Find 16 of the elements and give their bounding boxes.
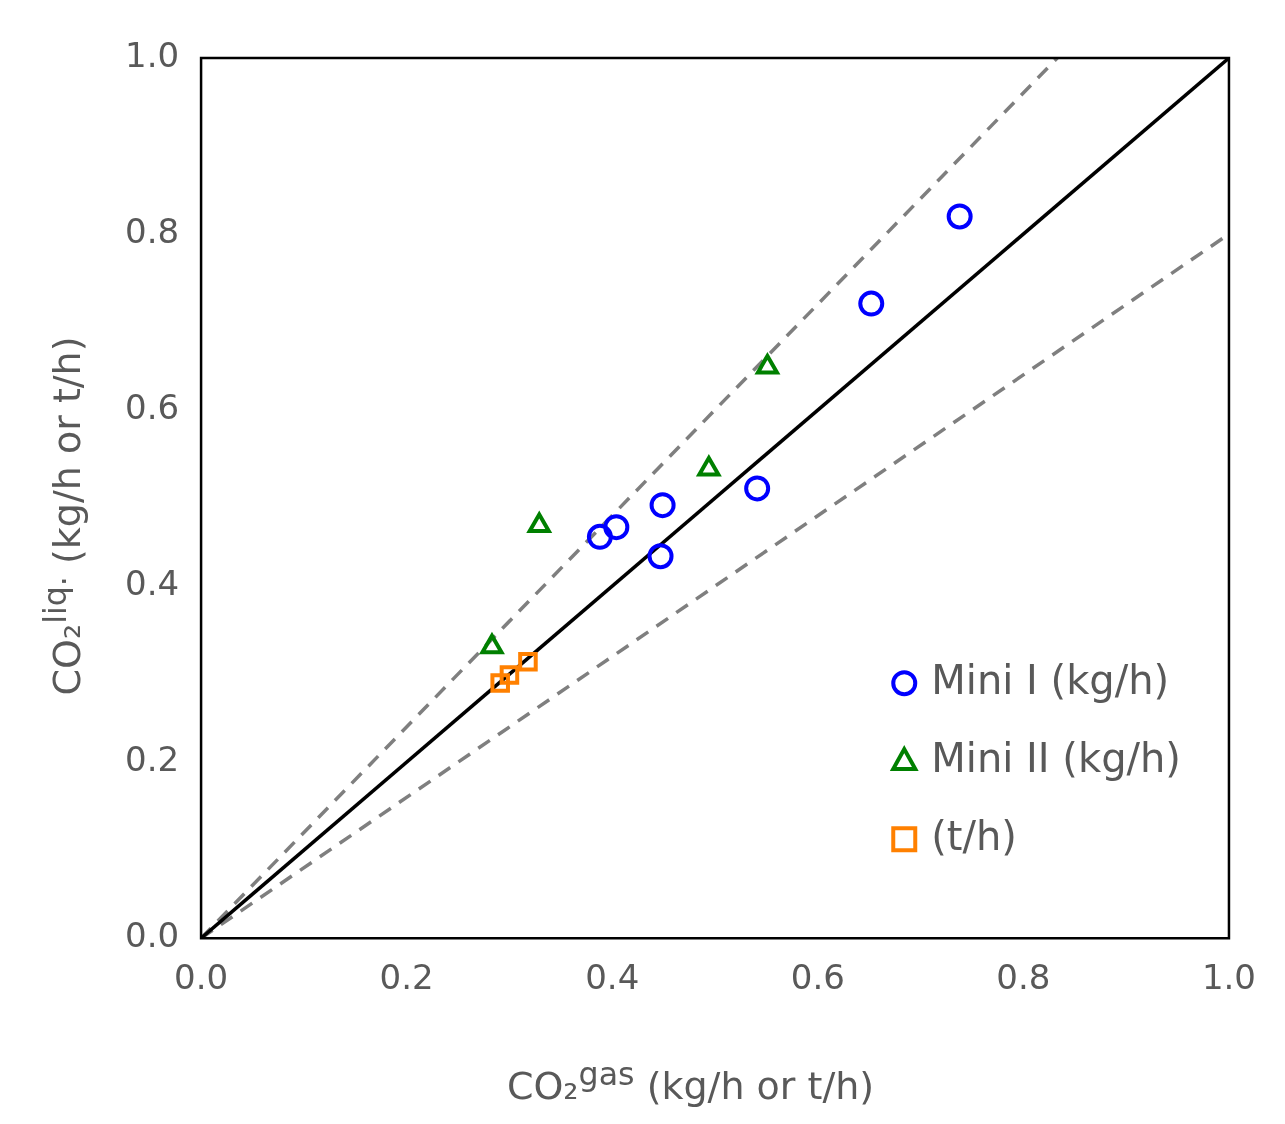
x-tick-label: 0.4: [585, 957, 640, 998]
x-tick-label: 1.0: [1201, 957, 1256, 998]
x-tick-label: 0.6: [790, 957, 845, 998]
y-tick-label: 0.6: [124, 386, 180, 427]
legend-label: Mini II (kg/h): [931, 734, 1181, 781]
y-tick-label: 0.4: [124, 562, 180, 603]
x-axis-title: CO₂$^{gas}$ (kg/h or t/h): [505, 1056, 876, 1108]
x-tick-label: 0.2: [379, 957, 434, 998]
y-tick-label: 0.2: [124, 738, 180, 779]
legend-label: (t/h): [931, 812, 1017, 859]
legend-label: Mini I (kg/h): [931, 656, 1170, 703]
y-tick-label: 1.0: [124, 34, 180, 75]
x-tick-label: 0.8: [996, 957, 1051, 998]
y-tick-label: 0.8: [124, 210, 180, 251]
y-tick-label: 0.0: [124, 915, 180, 956]
x-tick-label: 0.0: [174, 957, 229, 998]
